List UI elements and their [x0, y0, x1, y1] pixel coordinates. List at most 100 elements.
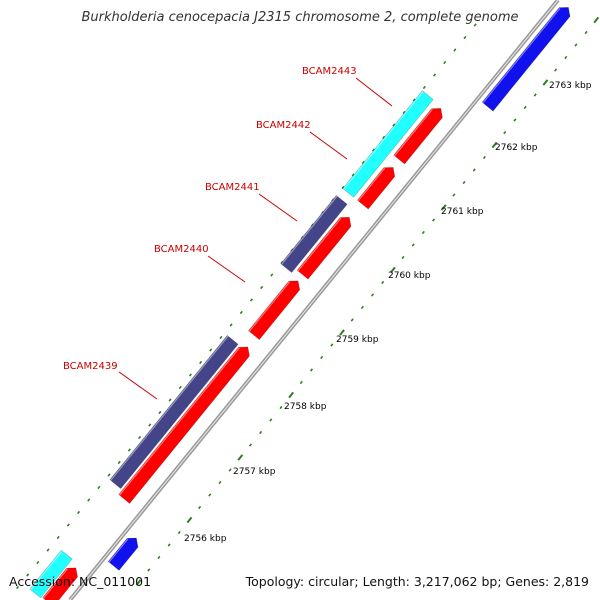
gene-label-bcam2439[interactable]: BCAM2439 — [63, 361, 118, 372]
scale-tick — [389, 266, 396, 274]
scale-tick — [279, 405, 283, 410]
scale-tick — [135, 579, 142, 586]
leader-line — [258, 193, 298, 222]
kbp-label-2759: 2759 kbp — [336, 335, 379, 345]
scale-tick — [157, 555, 161, 560]
inner-tick — [56, 535, 60, 540]
scale-tick — [574, 43, 578, 47]
cds-blue-upper[interactable] — [481, 3, 574, 112]
inner-tick — [382, 135, 386, 140]
scale-tick — [288, 391, 295, 399]
inner-tick — [412, 98, 416, 102]
scale-tick — [259, 430, 263, 435]
cds-bcam2442-a[interactable] — [296, 213, 355, 280]
inner-tick — [422, 85, 426, 90]
inner-tick — [361, 160, 365, 165]
scale-tick — [167, 543, 171, 547]
scale-tick — [564, 55, 568, 60]
inner-tick — [371, 148, 376, 152]
cds-red-lower[interactable] — [42, 564, 82, 600]
inner-tick — [392, 123, 396, 127]
cds-bcam2442-c[interactable] — [393, 104, 447, 165]
inner-tick — [77, 510, 81, 515]
leader-line — [118, 371, 158, 400]
scale-tick — [503, 130, 507, 135]
scale-tick — [330, 343, 334, 347]
leader-line — [207, 255, 246, 283]
scale-tick — [360, 305, 364, 310]
map-title: Burkholderia cenocepacia J2315 chromosom… — [81, 10, 519, 25]
tick-marks — [15, 16, 600, 590]
inner-tick — [239, 310, 243, 315]
scale-tick — [440, 204, 447, 211]
inner-tick — [46, 548, 50, 552]
cds-bcam2443[interactable] — [342, 90, 434, 198]
inner-tick — [168, 398, 172, 402]
kbp-label-2763: 2763 kbp — [549, 81, 592, 91]
inner-tick — [97, 485, 101, 490]
inner-tick — [138, 435, 142, 440]
scale-tick — [237, 454, 244, 461]
cds-bcam2442-b[interactable] — [357, 163, 398, 210]
scale-tick — [482, 155, 486, 160]
kbp-label-2756: 2756 kbp — [184, 534, 227, 544]
cds-bcam2440[interactable] — [248, 276, 303, 340]
scale-tick — [147, 568, 151, 572]
inner-tick — [117, 460, 121, 465]
scale-tick — [320, 355, 324, 360]
inner-tick — [432, 73, 437, 77]
gene-label-bcam2440[interactable]: BCAM2440 — [154, 244, 209, 255]
scale-tick — [309, 368, 314, 372]
inner-tick — [219, 335, 223, 340]
inner-tick — [270, 273, 274, 277]
scale-tick — [472, 168, 476, 172]
backbone-highlight — [69, 0, 559, 600]
inner-tick — [36, 560, 40, 565]
kbp-label-2760: 2760 kbp — [388, 271, 431, 281]
scale-tick — [339, 329, 345, 336]
inner-tick — [249, 298, 253, 302]
inner-tick — [453, 48, 457, 52]
inner-tick — [127, 448, 131, 452]
scale-tick — [218, 480, 222, 485]
scale-tick — [584, 30, 588, 35]
inner-tick — [351, 173, 355, 177]
inner-tick — [15, 585, 20, 590]
scale-tick — [513, 118, 517, 122]
gene-label-bcam2443[interactable]: BCAM2443 — [302, 66, 357, 77]
cds-bcam2439[interactable] — [109, 335, 239, 489]
inner-tick — [473, 23, 477, 27]
cds-blue-lower[interactable] — [107, 534, 142, 571]
inner-tick — [229, 323, 233, 327]
scale-tick — [381, 280, 385, 285]
gene-features — [29, 3, 574, 600]
inner-tick — [158, 410, 162, 415]
scale-tick — [432, 218, 436, 222]
gene-label-bcam2441[interactable]: BCAM2441 — [205, 182, 260, 193]
scale-tick — [452, 193, 456, 197]
gene-label-bcam2442[interactable]: BCAM2442 — [256, 120, 311, 131]
inner-tick — [463, 35, 467, 40]
scale-tick — [554, 68, 558, 72]
inner-tick — [26, 573, 30, 577]
inner-tick — [260, 285, 264, 290]
inner-tick — [188, 373, 192, 377]
scale-tick — [248, 443, 252, 447]
inner-tick — [402, 110, 406, 115]
scale-tick — [593, 16, 600, 24]
scale-tick — [401, 255, 405, 260]
cds-cyan-lower[interactable] — [29, 549, 73, 599]
cds-bcam2441[interactable] — [280, 195, 348, 273]
inner-tick — [209, 348, 213, 352]
kbp-label-2761: 2761 kbp — [441, 207, 484, 217]
scale-tick — [228, 468, 232, 472]
leader-line — [309, 131, 348, 160]
scale-tick — [269, 418, 273, 422]
scale-tick — [370, 293, 375, 297]
scale-tick — [491, 141, 498, 149]
scale-tick — [208, 493, 212, 497]
inner-tick — [178, 385, 182, 390]
leader-line — [355, 77, 393, 107]
cds-bcam2439-b[interactable] — [118, 343, 254, 504]
